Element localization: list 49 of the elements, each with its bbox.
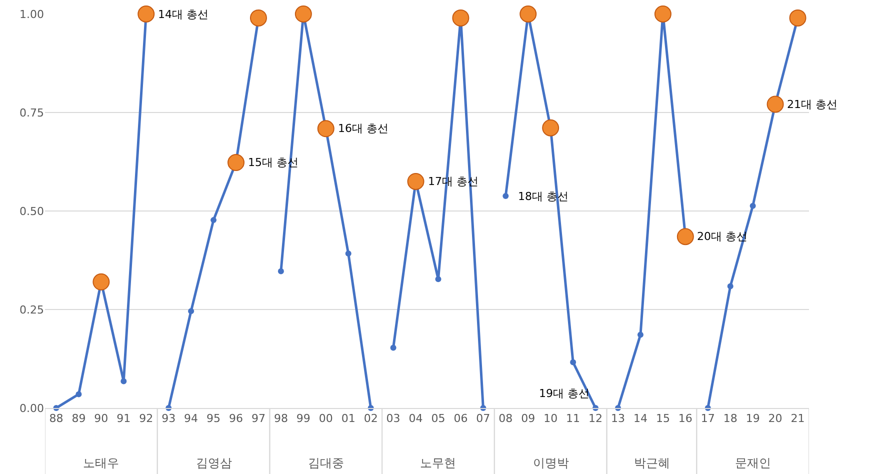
- x-tick-label: 97: [251, 412, 266, 426]
- text: 이명박: [533, 456, 569, 470]
- x-tick-label: 92: [139, 412, 154, 426]
- x-tick-label: 21: [790, 412, 805, 426]
- x-tick-label: 12: [588, 412, 603, 426]
- text: 김영삼: [196, 456, 232, 470]
- annotation: 21대 총선: [787, 98, 838, 111]
- x-tick-label: 89: [72, 412, 86, 426]
- x-tick-label: 20: [768, 412, 782, 426]
- y-tick-label: 0.50: [20, 204, 44, 218]
- x-tick-label: 05: [431, 412, 446, 426]
- y-tick-label: 1.00: [20, 8, 44, 21]
- x-tick-label: 03: [386, 412, 400, 426]
- x-tick-label: 08: [498, 412, 513, 426]
- x-tick-label: 17: [700, 412, 715, 426]
- text: 김대중: [308, 456, 344, 470]
- y-tick-label: 0.75: [20, 106, 44, 120]
- x-tick-label: 19: [746, 412, 760, 426]
- text: 노태우: [83, 456, 119, 470]
- x-tick-label: 15: [656, 412, 670, 426]
- x-tick-label: 96: [229, 412, 243, 426]
- x-tick-label: 98: [274, 412, 288, 426]
- x-tick-label: 13: [611, 412, 625, 426]
- annotation: 16대 총선: [338, 122, 388, 135]
- x-tick-label: 09: [521, 412, 536, 426]
- annotation: 14대 총선: [158, 8, 208, 21]
- x-tick-label: 88: [49, 412, 64, 426]
- x-tick-label: 95: [206, 412, 221, 426]
- x-tick-label: 11: [566, 412, 580, 426]
- x-tick-label: 90: [94, 412, 108, 426]
- x-tick-label: 07: [476, 412, 490, 426]
- text: 노무현: [420, 456, 456, 470]
- x-tick-label: 16: [678, 412, 692, 426]
- x-tick-label: 01: [341, 412, 356, 426]
- y-tick-label: 0.25: [20, 303, 44, 316]
- text: 박근혜: [634, 456, 670, 470]
- x-tick-label: 06: [454, 412, 468, 426]
- x-tick-label: 04: [408, 412, 423, 426]
- x-tick-label: 94: [184, 412, 198, 426]
- x-tick-label: 99: [296, 412, 310, 426]
- text: 문재인: [735, 456, 771, 470]
- x-tick-label: 91: [116, 412, 131, 426]
- x-tick-label: 00: [318, 412, 333, 426]
- y-tick-label: 0.00: [20, 402, 44, 415]
- x-tick-label: 93: [162, 412, 176, 426]
- x-tick-label: 02: [364, 412, 378, 426]
- x-tick-label: 10: [544, 412, 558, 426]
- x-tick-label: 14: [633, 412, 648, 426]
- x-tick-label: 18: [723, 412, 738, 426]
